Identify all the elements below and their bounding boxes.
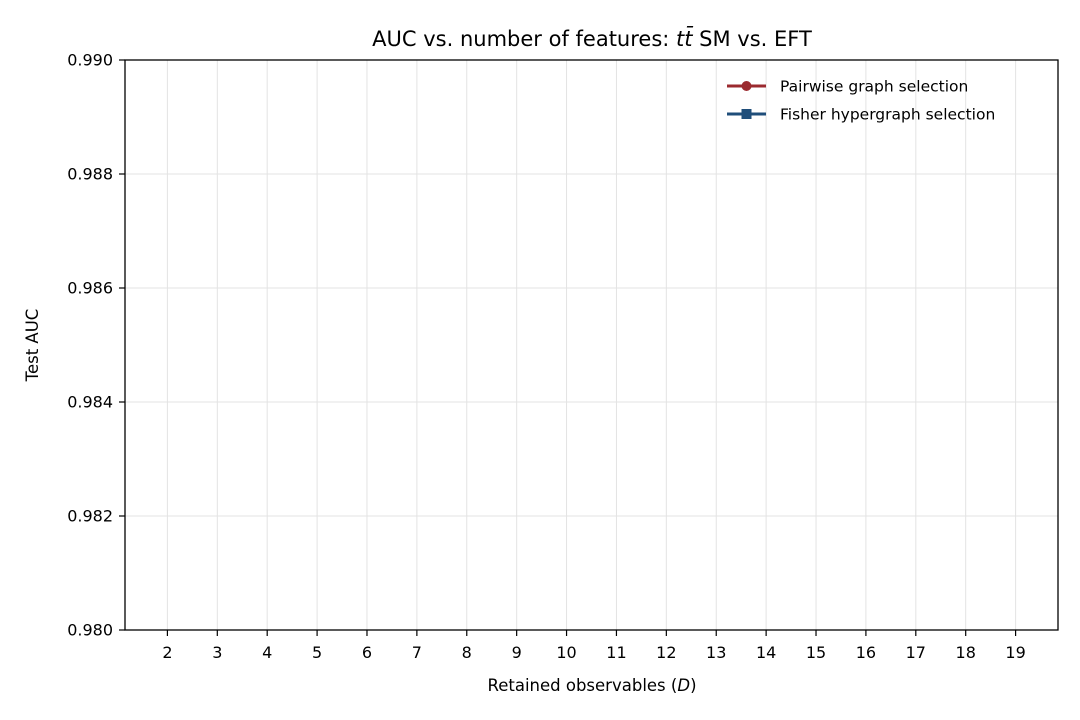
x-tick-label: 12 [656,643,676,662]
title-prefix: AUC vs. number of features: [372,27,676,51]
x-tick-label: 3 [212,643,222,662]
x-tick-label: 8 [462,643,472,662]
chart-title: AUC vs. number of features: tt̄ SM vs. E… [372,26,812,51]
y-tick-label: 0.986 [67,279,113,298]
xlabel-math: D [677,676,690,695]
y-tick-label: 0.980 [67,621,113,640]
x-tick-label: 15 [806,643,826,662]
title-suffix: SM vs. EFT [693,27,812,51]
x-tick-label: 4 [262,643,272,662]
x-axis-ticks: 2 3 4 5 6 7 8 9 10 11 12 13 14 15 16 17 18 19 [162,630,1026,662]
title-math-t: t [676,27,685,51]
legend-entry-pairwise: Pairwise graph selection [727,78,968,96]
title-math-tbar: t̄ [684,26,693,51]
x-tick-label: 18 [956,643,976,662]
legend-entry-fisher: Fisher hypergraph selection [727,106,995,124]
y-tick-label: 0.990 [67,51,113,70]
grid-layer [125,59,1058,631]
x-tick-label: 11 [606,643,626,662]
x-tick-label: 10 [556,643,576,662]
y-tick-label: 0.982 [67,507,113,526]
x-tick-label: 19 [1005,643,1025,662]
x-tick-label: 9 [512,643,522,662]
legend-marker-square [741,109,752,119]
legend-marker-circle [741,81,752,91]
y-tick-label: 0.988 [67,165,113,184]
xlabel-prefix: Retained observables ( [488,676,678,695]
legend: Pairwise graph selection Fisher hypergra… [727,78,995,124]
x-tick-label: 13 [706,643,726,662]
x-tick-label: 6 [362,643,372,662]
x-tick-label: 5 [312,643,322,662]
y-axis-label: Test AUC [23,309,42,383]
x-tick-label: 2 [162,643,172,662]
x-tick-label: 7 [412,643,422,662]
y-axis-ticks: 0.980 0.982 0.984 0.986 0.988 0.990 [67,51,125,640]
x-tick-label: 17 [906,643,926,662]
legend-label-fisher: Fisher hypergraph selection [780,106,995,124]
y-tick-label: 0.984 [67,393,113,412]
xlabel-suffix: ) [690,676,696,695]
plot-frame [124,59,1059,631]
legend-label-pairwise: Pairwise graph selection [780,78,968,96]
x-tick-label: 14 [756,643,776,662]
x-axis-label: Retained observables (D) [488,676,697,695]
x-tick-label: 16 [856,643,876,662]
